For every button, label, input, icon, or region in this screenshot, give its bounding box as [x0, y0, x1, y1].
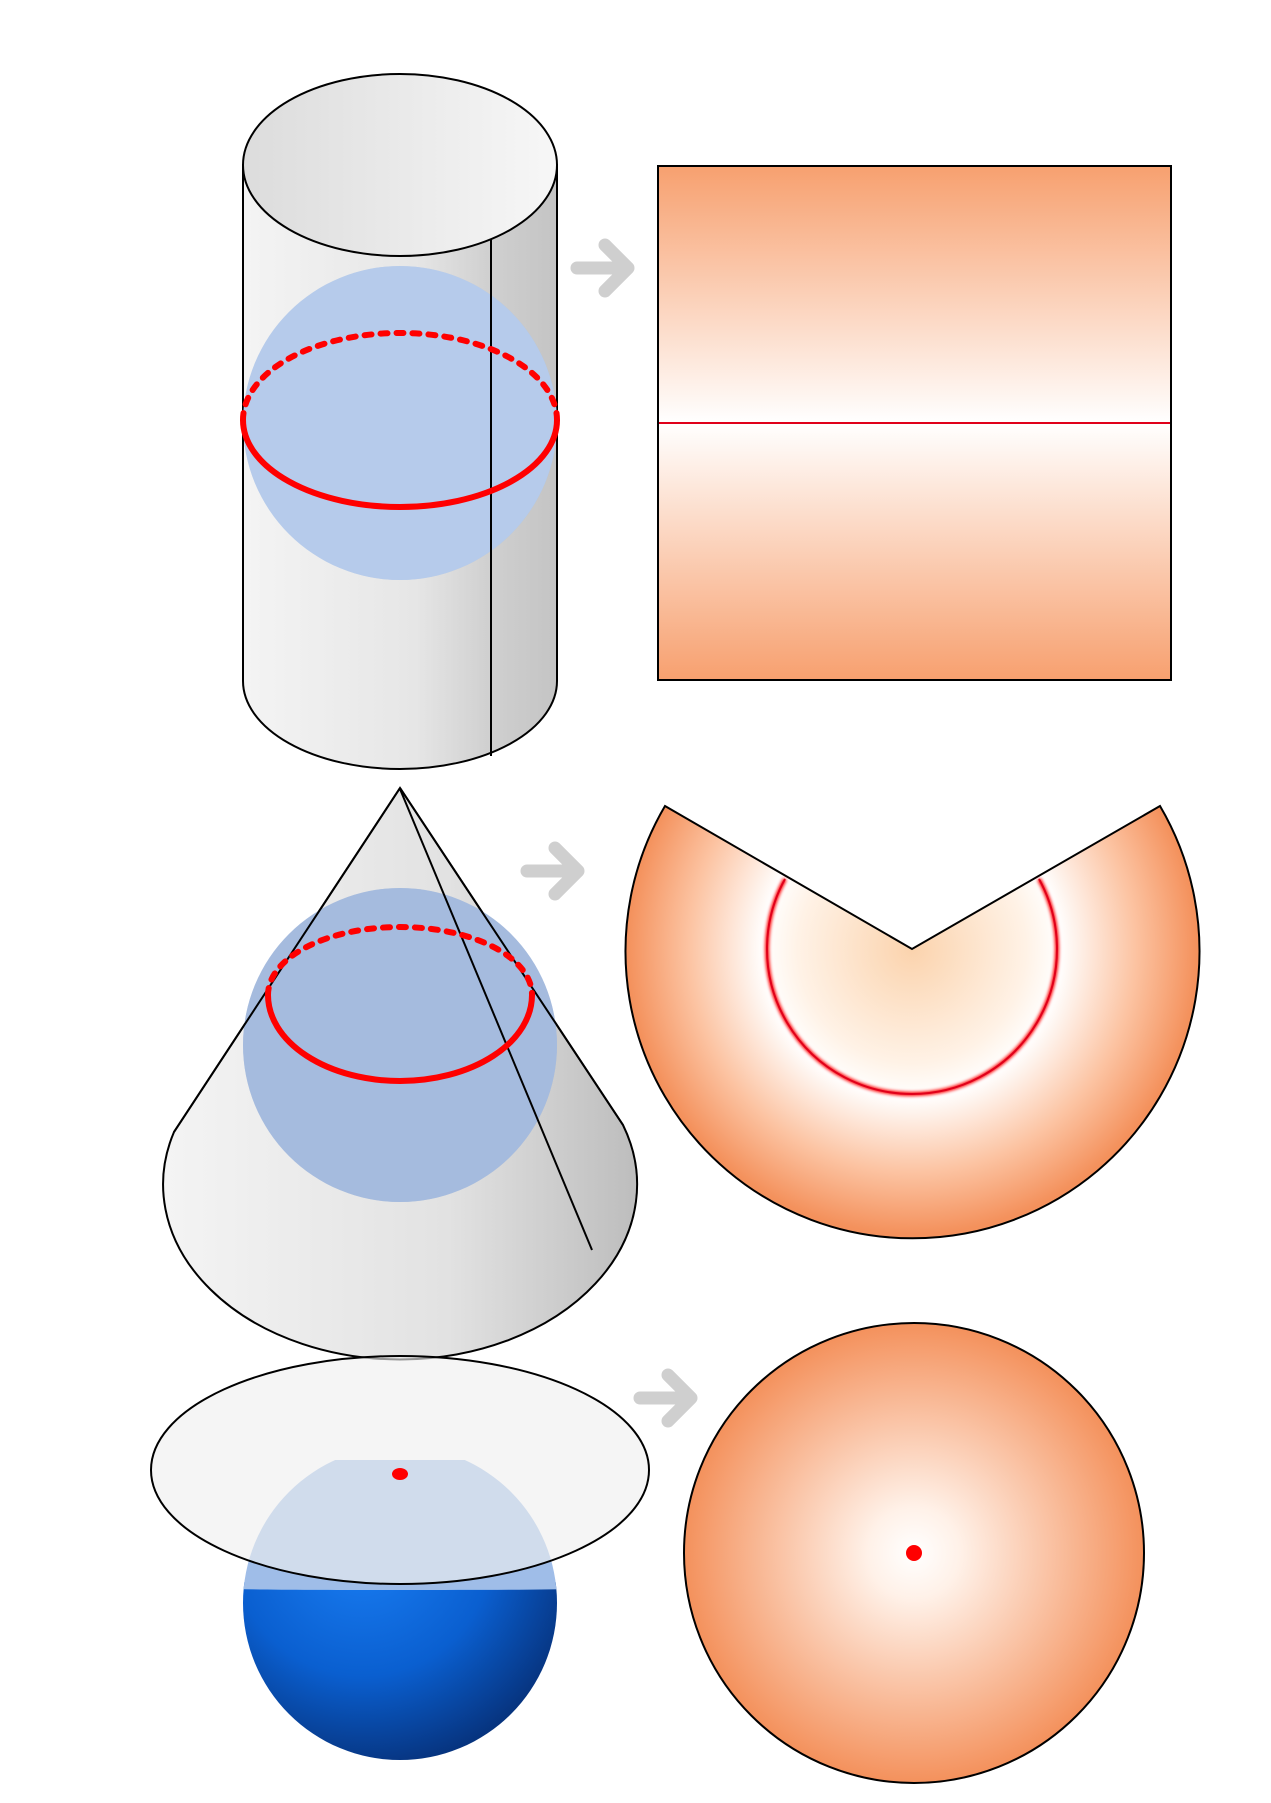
globe-icon [243, 888, 557, 1202]
right-arrow-icon [633, 1368, 698, 1428]
cylinder-projection-row [240, 73, 1172, 770]
plane-projection-row [150, 1322, 1145, 1784]
conic-map-sector [624, 804, 1201, 1240]
tangent-line-front [265, 994, 535, 1084]
tangent-line-front [240, 419, 560, 510]
tangent-line-back [240, 330, 560, 423]
cone-seam [399, 788, 593, 1251]
tangent-line-back [265, 924, 535, 998]
cone-projection-row [162, 786, 1201, 1361]
tangent-point [392, 1468, 408, 1480]
cylindrical-map-rectangle [657, 165, 1172, 681]
globe-icon [243, 266, 557, 580]
right-arrow-icon [570, 238, 635, 298]
right-arrow-icon [520, 841, 585, 901]
map-center-point [906, 1545, 922, 1561]
cylinder-top [242, 73, 558, 257]
azimuthal-map-disc [683, 1322, 1145, 1784]
